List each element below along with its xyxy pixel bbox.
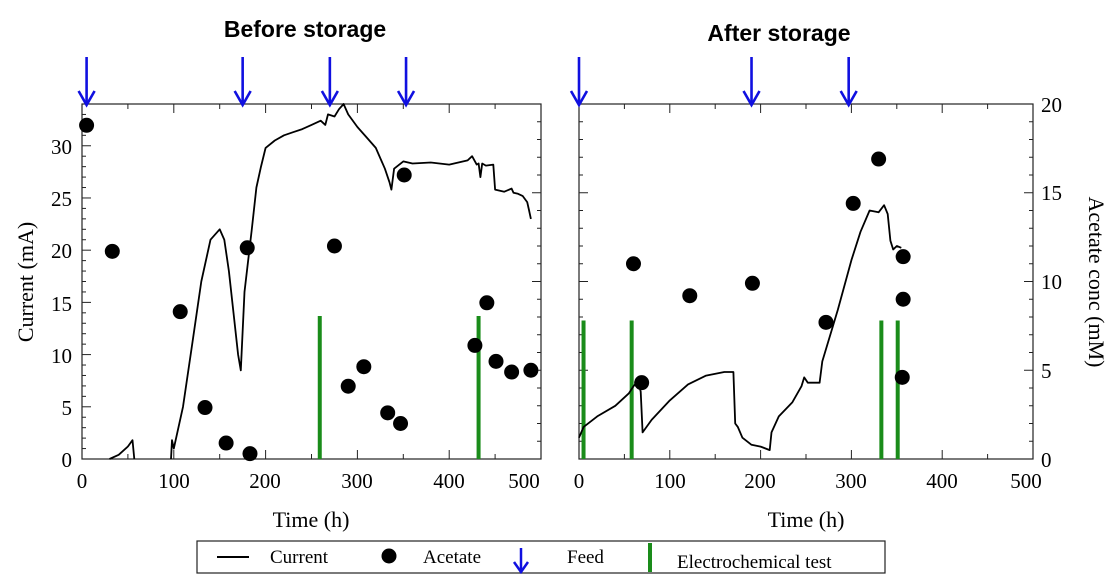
acetate-point: [634, 375, 650, 391]
after-storage-x-axis-label: Time (h): [768, 507, 845, 532]
feed-arrow-head: [396, 90, 416, 108]
acetate-point: [744, 275, 760, 291]
after-storage-ticks: [578, 103, 1034, 460]
feed-arrow-icon: [233, 57, 252, 108]
acetate-point: [172, 304, 188, 320]
acetate-point: [218, 435, 234, 451]
before-storage-ticks: [81, 103, 542, 460]
y-tick-label: 30: [51, 135, 72, 159]
feed-arrow-head: [839, 90, 858, 108]
before-storage-marks: [77, 57, 539, 462]
acetate-point: [625, 256, 641, 272]
acetate-point: [479, 295, 495, 311]
legend-label-feed: Feed: [567, 547, 604, 568]
x-tick-label: 0: [574, 469, 585, 493]
acetate-point: [682, 288, 698, 304]
current-line: [578, 204, 902, 451]
before-storage-y-tick-labels: 0 5 10 15 20 25 30: [51, 135, 72, 472]
before-storage-title: Before storage: [224, 16, 386, 42]
y-tick-label: 10: [51, 344, 72, 368]
feed-arrow-icon: [320, 57, 339, 108]
acetate-point: [239, 240, 255, 256]
acetate-point: [340, 378, 356, 394]
acetate-point: [104, 243, 120, 259]
feed-arrow-head: [742, 90, 761, 108]
feed-arrow-icon: [839, 57, 858, 108]
acetate-point: [894, 369, 910, 385]
acetate-point: [79, 117, 95, 133]
x-tick-label: 300: [835, 469, 867, 493]
feed-arrow-head: [233, 90, 252, 108]
feed-arrow-head: [77, 90, 96, 108]
acetate-point: [393, 416, 409, 431]
acetate-point: [818, 314, 834, 330]
legend-acetate-swatch: [381, 548, 397, 564]
feed-arrow-head: [569, 90, 589, 108]
x-tick-label: 200: [744, 469, 776, 493]
before-storage-y-axis-label: Current (mA): [13, 222, 38, 342]
feed-arrow-icon: [742, 57, 761, 108]
acetate-point: [242, 446, 258, 462]
feed-arrow-icon: [396, 57, 416, 108]
acetate-point: [895, 291, 911, 307]
x-tick-label: 100: [654, 469, 686, 493]
y-tick-label: 20: [51, 239, 72, 263]
after-storage-plot-frame: [578, 103, 1034, 460]
current-line: [170, 103, 532, 460]
before-storage-x-axis-label: Time (h): [273, 507, 350, 532]
x-tick-label: 500: [1010, 469, 1042, 493]
after-storage-x-tick-labels: 0 100 200 300 400 500: [574, 469, 1042, 493]
acetate-point: [326, 238, 342, 254]
current-line: [109, 439, 136, 460]
before-storage-panel: Before storage 0 100 200 300 400 500 0 5…: [13, 16, 542, 532]
right-y-tick-label: 20: [1041, 93, 1062, 117]
x-tick-label: 100: [158, 469, 190, 493]
acetate-point: [504, 364, 520, 380]
acetate-point: [356, 359, 372, 375]
legend-feed-arrow-icon: [512, 548, 530, 574]
acetate-point: [488, 353, 504, 369]
y-tick-label: 15: [51, 292, 72, 316]
acetate-point: [467, 337, 483, 353]
acetate-point: [197, 400, 213, 416]
before-storage-x-tick-labels: 0 100 200 300 400 500: [77, 469, 540, 493]
right-y-tick-label: 0: [1041, 448, 1052, 472]
right-y-tick-label: 15: [1041, 181, 1062, 205]
acetate-point: [380, 405, 396, 421]
x-tick-label: 400: [926, 469, 958, 493]
y-tick-label: 5: [62, 396, 73, 420]
x-tick-label: 0: [77, 469, 88, 493]
y-tick-label: 25: [51, 187, 72, 211]
legend: Current Acetate Feed Electrochemical tes…: [196, 540, 886, 574]
legend-label-acetate: Acetate: [423, 547, 481, 568]
acetate-point: [845, 195, 861, 211]
right-y-tick-label: 5: [1041, 359, 1052, 383]
after-storage-panel: After storage 0 100 200 300 400 500 0 5 …: [569, 20, 1107, 532]
after-storage-title: After storage: [707, 20, 850, 46]
acetate-point: [871, 151, 887, 167]
x-tick-label: 400: [433, 469, 465, 493]
after-storage-marks: [569, 57, 911, 459]
x-tick-label: 300: [341, 469, 373, 493]
right-y-tick-label: 10: [1041, 270, 1062, 294]
acetate-point: [523, 362, 539, 378]
acetate-point: [396, 167, 412, 183]
legend-label-electrochemical-test: Electrochemical test: [677, 552, 832, 573]
legend-box: [196, 540, 886, 574]
feed-arrow-head: [320, 90, 339, 108]
acetate-point: [895, 249, 911, 265]
x-tick-label: 200: [249, 469, 281, 493]
y-tick-label: 0: [62, 448, 73, 472]
x-tick-label: 500: [508, 469, 540, 493]
feed-arrow-icon: [569, 57, 589, 108]
after-storage-right-axis-label: Acetate conc (mM): [1084, 196, 1107, 367]
legend-label-current: Current: [270, 547, 329, 568]
feed-arrow-icon: [77, 57, 96, 108]
after-storage-right-tick-labels: 0 5 10 15 20: [1041, 93, 1062, 472]
